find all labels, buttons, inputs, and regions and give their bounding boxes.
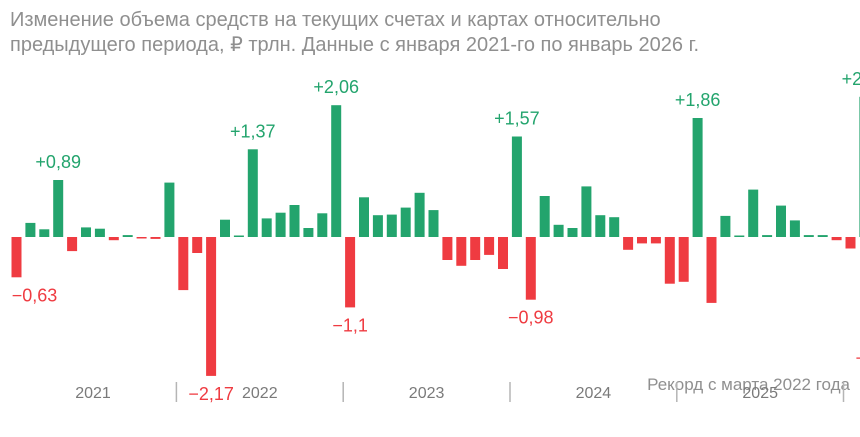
bar-33 <box>470 237 481 260</box>
bar-35 <box>498 237 508 269</box>
record-note: Рекорд с марта 2022 года <box>647 375 850 394</box>
chart-title-line-1: Изменение объема средств на текущих счет… <box>10 9 661 31</box>
bar-7 <box>108 237 119 241</box>
bar-4 <box>67 237 78 252</box>
bar-10 <box>150 237 161 239</box>
value-label-37: −0,98 <box>508 308 554 328</box>
value-label-14: −2,17 <box>188 384 234 404</box>
bar-43 <box>609 217 620 237</box>
bar-0 <box>11 237 22 278</box>
chart-title-line-2: предыдущего периода, ₽ трлн. Данные с ян… <box>10 34 699 56</box>
bar-47 <box>664 237 675 284</box>
bar-1 <box>25 222 36 237</box>
bar-48 <box>678 237 689 282</box>
bar-13 <box>192 237 203 253</box>
bar-26 <box>372 215 383 237</box>
bar-39 <box>553 224 564 237</box>
bar-45 <box>637 237 647 244</box>
year-label-2025: 2025 <box>742 385 778 402</box>
bar-19 <box>275 212 286 237</box>
bar-32 <box>456 237 467 266</box>
chart-title: Изменение объема средств на текущих счет… <box>10 8 850 58</box>
bar-58 <box>817 235 828 237</box>
bar-3 <box>53 180 64 237</box>
bar-9 <box>136 237 147 239</box>
bar-53 <box>748 189 759 237</box>
bar-27 <box>386 214 397 237</box>
bar-36 <box>511 136 522 237</box>
value-label-62: −1,61 <box>856 348 860 368</box>
bar-17 <box>247 149 258 237</box>
bar-8 <box>122 235 133 237</box>
year-label-2024: 2024 <box>576 385 612 402</box>
bar-54 <box>762 235 773 237</box>
value-label-17: +1,37 <box>230 121 276 141</box>
year-label-2022: 2022 <box>242 385 278 402</box>
bar-41 <box>581 186 592 237</box>
value-label-24: −1,1 <box>332 315 368 335</box>
bar-52 <box>734 235 745 237</box>
bar-21 <box>303 228 314 237</box>
bar-34 <box>484 237 495 255</box>
bar-15 <box>220 219 230 237</box>
bar-24 <box>345 237 356 308</box>
value-label-61: +2,19 <box>842 69 860 89</box>
bar-25 <box>359 197 369 237</box>
bar-50 <box>706 237 717 303</box>
bar-37 <box>525 237 536 300</box>
bar-57 <box>803 235 814 237</box>
bar-18 <box>261 218 272 237</box>
bar-55 <box>776 205 786 237</box>
bar-56 <box>789 220 800 237</box>
bar-51 <box>720 215 731 237</box>
bar-59 <box>831 237 842 241</box>
bar-30 <box>428 210 439 237</box>
bar-12 <box>178 237 189 291</box>
value-label-36: +1,57 <box>494 109 540 129</box>
bar-11 <box>164 182 175 237</box>
year-label-2021: 2021 <box>75 385 111 402</box>
bar-60 <box>845 237 856 249</box>
year-label-2023: 2023 <box>409 385 445 402</box>
bar-31 <box>442 237 453 260</box>
bar-2 <box>39 229 50 237</box>
bar-6 <box>94 228 105 237</box>
bars-group <box>11 96 860 376</box>
bar-40 <box>567 228 578 237</box>
bar-22 <box>317 213 328 237</box>
value-label-49: +1,86 <box>675 90 721 110</box>
bar-5 <box>81 227 91 237</box>
bar-49 <box>692 118 703 237</box>
bar-46 <box>650 237 661 244</box>
bar-29 <box>414 192 425 237</box>
bar-16 <box>233 235 244 237</box>
bar-28 <box>400 207 411 237</box>
bar-38 <box>539 196 550 237</box>
value-labels-group: +0,89 −0,63 +1,37 −2,17 +2,06 −1,1 +1,57 −0,98 +… <box>12 69 860 404</box>
x-axis: 2021 2022 2023 2024 2025 <box>75 382 845 402</box>
bar-23 <box>331 105 342 237</box>
bar-14 <box>206 237 217 376</box>
value-label-0: −0,63 <box>12 285 58 305</box>
bar-44 <box>623 237 634 250</box>
bar-42 <box>595 215 606 237</box>
value-label-23: +2,06 <box>313 77 359 97</box>
bar-20 <box>289 205 300 237</box>
value-label-3: +0,89 <box>35 152 81 172</box>
